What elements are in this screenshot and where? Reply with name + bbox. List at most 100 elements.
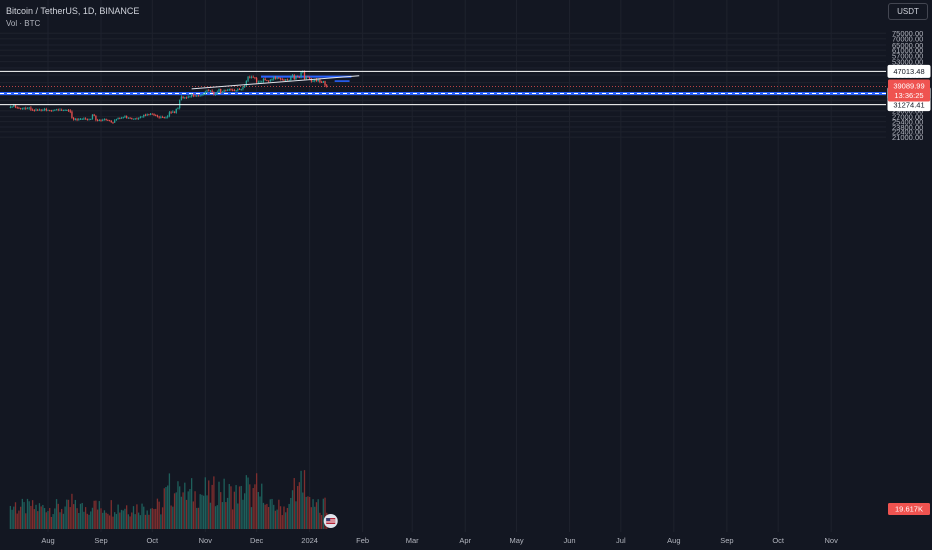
resistance-price-tag: 47013.48 — [893, 67, 924, 76]
candle-body — [298, 76, 301, 78]
candle-body — [303, 71, 306, 80]
volume-bar — [283, 506, 285, 529]
volume-bar — [285, 512, 287, 529]
price-tick-label: 21000.00 — [892, 133, 923, 142]
volume-bar — [324, 497, 326, 529]
candle-body — [33, 109, 35, 111]
candle-body — [208, 90, 210, 92]
candle-body — [158, 116, 160, 118]
candle-body — [156, 115, 159, 117]
volume-bar — [61, 508, 63, 529]
volume-bar — [199, 494, 201, 529]
volume-bar — [194, 491, 196, 529]
volume-bar — [43, 508, 46, 529]
volume-bar — [38, 503, 41, 529]
candle-body — [187, 96, 189, 98]
candle-body — [43, 108, 46, 110]
volume-bar — [180, 496, 183, 529]
volume-bar — [103, 510, 106, 529]
candle-body — [9, 106, 12, 108]
candle-body — [103, 119, 106, 121]
volume-bar — [276, 509, 278, 529]
volume-bar — [136, 504, 138, 529]
volume-label: Vol · BTC — [6, 19, 41, 28]
candle-body — [252, 76, 254, 78]
currency-button[interactable]: USDT — [888, 3, 928, 20]
volume-bar — [40, 506, 42, 529]
volume-bar — [110, 500, 112, 529]
candle-body — [102, 120, 104, 121]
volume-bar — [25, 513, 27, 529]
candle-body — [218, 88, 220, 92]
volume-bar — [319, 512, 321, 529]
volume-bar — [185, 499, 188, 529]
candle-body — [285, 79, 287, 81]
volume-bar — [67, 499, 70, 529]
time-tick-label: Apr — [459, 536, 471, 545]
candle-body — [233, 90, 236, 91]
candle-body — [160, 116, 162, 118]
volume-bar — [81, 502, 83, 529]
volume-bar — [98, 501, 100, 529]
candle-body — [90, 119, 92, 120]
candle-body — [71, 111, 73, 118]
candle-body — [255, 78, 258, 83]
volume-bar — [206, 495, 208, 529]
candle-body — [326, 85, 328, 87]
candle-body — [50, 110, 53, 112]
candle-body — [259, 81, 261, 83]
volume-bar — [21, 498, 23, 529]
candle-body — [127, 117, 130, 119]
volume-bar — [117, 504, 119, 529]
volume-bar — [308, 497, 311, 529]
candle-body — [55, 109, 58, 111]
candle-body — [151, 113, 153, 115]
volume-bar — [18, 510, 20, 529]
volume-bar — [317, 499, 319, 529]
volume-bar — [14, 502, 17, 529]
volume-bar — [281, 515, 283, 529]
candle-body — [38, 109, 41, 111]
candle-body — [314, 79, 316, 81]
candle-body — [37, 109, 39, 111]
volume-bar — [88, 514, 90, 529]
flag-canton — [326, 518, 331, 521]
volume-bar — [146, 510, 148, 529]
volume-bar — [134, 514, 136, 529]
candle-body — [107, 120, 109, 121]
candle-body — [262, 78, 265, 82]
volume-bar — [233, 491, 236, 529]
volume-bar — [173, 493, 176, 529]
volume-bar — [298, 482, 301, 529]
volume-bar — [295, 501, 297, 529]
volume-bar — [79, 503, 82, 529]
candle-body — [14, 104, 17, 108]
volume-bar — [83, 511, 85, 529]
price-series — [9, 70, 328, 124]
volume-bar — [155, 508, 157, 529]
candle-body — [69, 110, 71, 112]
volume-bar — [167, 485, 169, 529]
candle-body — [40, 109, 42, 111]
volume-bar — [302, 492, 304, 529]
candle-body — [35, 109, 37, 111]
volume-bar — [160, 514, 162, 529]
volume-bar — [214, 506, 217, 529]
candle-body — [18, 107, 20, 109]
volume-series — [9, 470, 328, 529]
volume-bar — [139, 515, 141, 529]
candle-body — [148, 114, 150, 116]
candle-body — [244, 85, 246, 88]
candle-body — [247, 76, 249, 81]
volume-bar — [310, 507, 312, 529]
price-tick-label: 61000.00 — [892, 46, 923, 55]
candle-body — [26, 108, 29, 110]
volume-bar — [129, 516, 131, 529]
volume-bar — [57, 503, 59, 529]
time-tick-label: Aug — [41, 536, 54, 545]
candle-body — [279, 78, 282, 80]
candle-body — [288, 80, 290, 81]
current-price-tag-box — [888, 79, 930, 102]
volume-bar — [297, 486, 299, 529]
